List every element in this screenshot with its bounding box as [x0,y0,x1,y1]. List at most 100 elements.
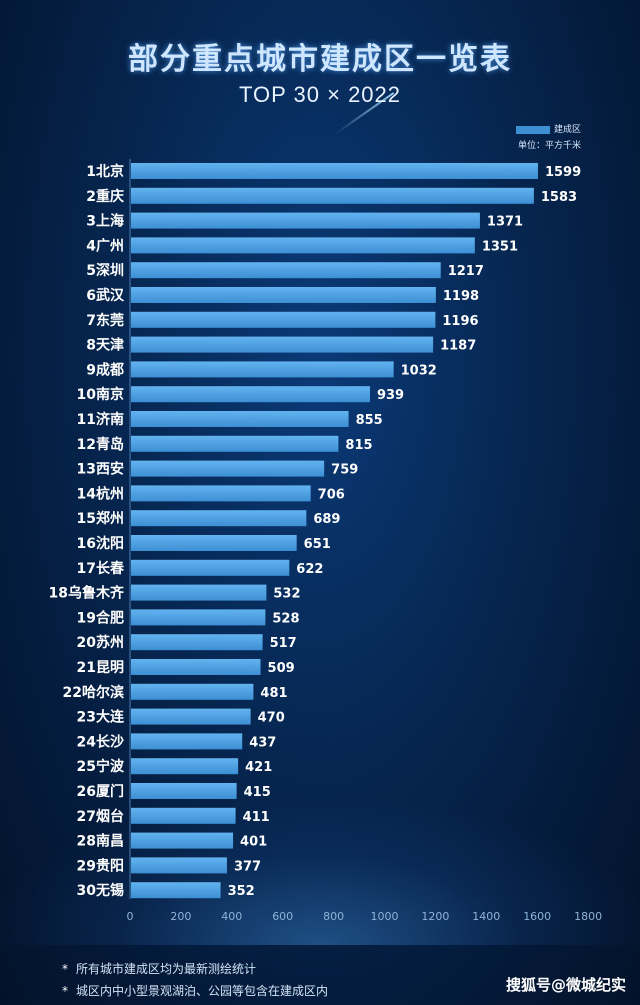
bar-23 [131,708,251,725]
footnote-marker: * [62,984,68,998]
category-label-28: 28南昌 [77,833,124,850]
x-tick-label-1600: 1600 [523,910,551,923]
value-label-8: 1187 [440,339,476,354]
page-title: 部分重点城市建成区一览表 [128,42,512,77]
category-label-17: 17长春 [77,560,125,577]
bar-11 [131,411,349,427]
value-label-5: 1217 [448,264,484,279]
category-label-13: 13西安 [77,461,124,478]
x-tick-label-0: 0 [127,910,134,923]
bar-9 [131,361,394,378]
bar-3 [131,212,480,229]
value-label-13: 759 [331,463,358,478]
x-tick-label-600: 600 [272,910,293,923]
bar-27 [131,807,236,824]
bar-2 [131,187,534,204]
category-label-26: 26厦门 [77,783,124,800]
category-label-29: 29贵阳 [77,857,124,874]
bar-7 [131,311,436,328]
value-label-23: 470 [258,711,285,726]
footnote-1: * 所有城市建成区均为最新测绘统计 [62,962,257,976]
bar-20 [131,634,263,651]
category-label-6: 6武汉 [86,287,125,304]
bar-22 [131,683,254,700]
bar-12 [131,435,339,452]
value-label-30: 352 [228,884,255,899]
value-label-29: 377 [234,859,261,874]
bar-21 [131,659,261,675]
legend-label: 建成区 [554,125,582,135]
value-label-15: 689 [313,512,340,527]
category-label-3: 3上海 [86,213,124,230]
bar-17 [131,559,290,576]
category-label-24: 24长沙 [77,733,124,750]
footnote-marker: * [62,962,68,976]
category-label-20: 20苏州 [77,634,124,651]
x-tick-label-1200: 1200 [421,910,449,923]
bar-14 [131,485,311,502]
category-label-15: 15郑州 [77,510,124,527]
watermark: 搜狐号@微城纪实 [505,976,626,994]
value-label-1: 1599 [545,165,581,180]
category-label-10: 10南京 [77,386,124,403]
bar-8 [131,336,434,353]
value-label-18: 532 [273,587,300,602]
bar-15 [131,510,307,527]
bar-5 [131,262,441,279]
category-label-27: 27烟台 [77,808,124,825]
value-label-17: 622 [296,562,323,577]
value-label-21: 509 [268,661,295,676]
chart-legend: 建成区 单位：平方千米 [516,122,582,151]
value-label-2: 1583 [541,190,577,205]
value-label-4: 1351 [482,239,518,254]
x-tick-label-1400: 1400 [472,910,500,923]
category-label-19: 19合肥 [77,609,124,626]
category-label-30: 30无锡 [77,882,124,899]
bar-10 [131,386,370,403]
category-label-16: 16沈阳 [77,535,124,552]
bar-6 [131,287,436,303]
page-subtitle: TOP 30 × 2022 [238,82,402,107]
category-label-22: 22哈尔滨 [63,684,124,701]
category-label-11: 11济南 [77,411,124,428]
value-label-26: 415 [244,785,271,800]
value-label-28: 401 [240,835,267,850]
value-label-19: 528 [272,611,299,626]
category-label-7: 7东莞 [86,312,124,329]
value-label-12: 815 [345,438,372,453]
category-label-12: 12青岛 [77,436,124,453]
x-tick-label-200: 200 [170,910,191,923]
category-label-14: 14杭州 [77,485,124,502]
bar-18 [131,584,267,601]
bar-25 [131,758,239,775]
category-label-5: 5深圳 [86,262,124,279]
category-label-4: 4广州 [86,237,124,254]
category-label-2: 2重庆 [86,188,124,205]
bar-26 [131,783,237,799]
category-label-8: 8天津 [86,337,124,354]
value-label-27: 411 [243,810,270,825]
category-label-23: 23大连 [77,709,125,726]
value-label-6: 1198 [443,289,479,304]
bar-30 [131,882,221,899]
bar-1 [131,163,538,179]
value-label-3: 1371 [487,215,523,230]
footnotes: * 所有城市建成区均为最新测绘统计 * 城区内中小型景观湖泊、公园等包含在建成区内 [62,958,328,1002]
category-label-25: 25宁波 [77,758,125,775]
value-label-25: 421 [245,760,272,775]
bar-chart: 1北京 1599 2重庆 1583 3上海 1371 4广州 1351 5深圳 1217 6武汉 11… [63,159,603,923]
category-label-9: 9成都 [86,361,124,378]
legend-swatch [516,125,550,134]
unit-label: 单位：平方千米 [518,141,582,151]
value-label-10: 939 [377,388,404,403]
value-label-20: 517 [270,636,297,651]
value-label-22: 481 [260,686,287,701]
x-tick-label-800: 800 [323,910,344,923]
bar-28 [131,832,234,849]
bar-24 [131,733,243,750]
value-label-9: 1032 [401,363,437,378]
value-label-16: 651 [304,537,331,552]
bar-13 [131,460,325,477]
bottom-glow [0,805,640,945]
category-label-1: 1北京 [86,163,124,180]
